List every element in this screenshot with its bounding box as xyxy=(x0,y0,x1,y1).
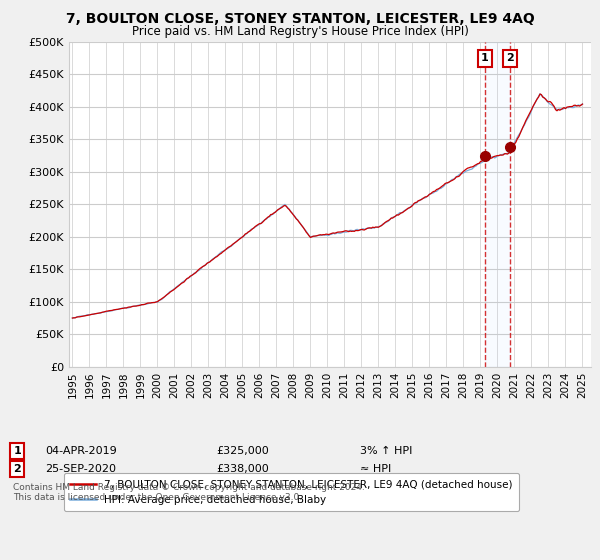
Text: £338,000: £338,000 xyxy=(216,464,269,474)
Text: £325,000: £325,000 xyxy=(216,446,269,456)
Text: This data is licensed under the Open Government Licence v3.0.: This data is licensed under the Open Gov… xyxy=(13,493,302,502)
Text: 1: 1 xyxy=(481,53,488,63)
Text: 1: 1 xyxy=(13,446,21,456)
Bar xyxy=(485,42,510,367)
Text: Price paid vs. HM Land Registry's House Price Index (HPI): Price paid vs. HM Land Registry's House … xyxy=(131,25,469,38)
Text: 25-SEP-2020: 25-SEP-2020 xyxy=(45,464,116,474)
Text: 7, BOULTON CLOSE, STONEY STANTON, LEICESTER, LE9 4AQ: 7, BOULTON CLOSE, STONEY STANTON, LEICES… xyxy=(65,12,535,26)
Text: 2: 2 xyxy=(506,53,514,63)
Text: ≈ HPI: ≈ HPI xyxy=(360,464,391,474)
Text: 2: 2 xyxy=(13,464,21,474)
Text: 04-APR-2019: 04-APR-2019 xyxy=(45,446,117,456)
Text: Contains HM Land Registry data © Crown copyright and database right 2024.: Contains HM Land Registry data © Crown c… xyxy=(13,483,365,492)
Text: 3% ↑ HPI: 3% ↑ HPI xyxy=(360,446,412,456)
Legend: 7, BOULTON CLOSE, STONEY STANTON, LEICESTER, LE9 4AQ (detached house), HPI: Aver: 7, BOULTON CLOSE, STONEY STANTON, LEICES… xyxy=(64,473,519,511)
